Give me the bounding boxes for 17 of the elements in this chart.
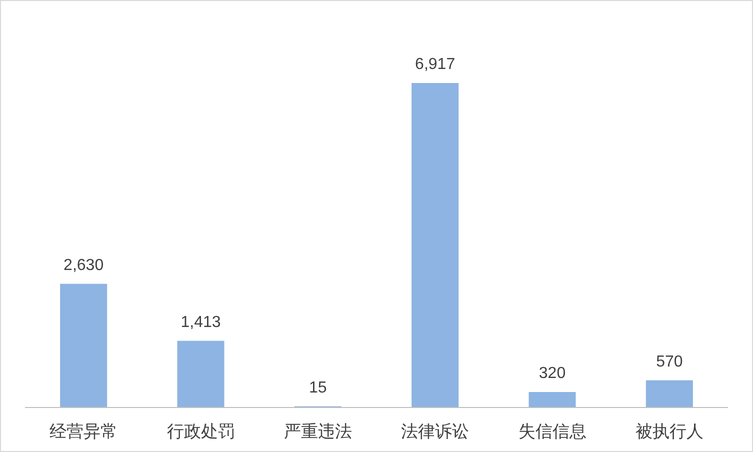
- data-label: 2,630: [64, 256, 104, 274]
- bar: [528, 392, 576, 407]
- bar: [646, 380, 693, 407]
- bar: [177, 340, 224, 407]
- bar: [60, 284, 108, 407]
- x-tick-label: 行政处罚: [166, 422, 235, 441]
- data-label: 15: [309, 379, 327, 396]
- x-tick-label: 法律诉讼: [401, 422, 470, 441]
- x-tick-label: 被执行人: [635, 422, 704, 441]
- x-tick-label: 失信信息: [518, 422, 586, 441]
- data-label: 320: [538, 365, 566, 382]
- data-label: 6,917: [415, 56, 456, 73]
- bar: [412, 83, 459, 407]
- x-tick-label: 经营异常: [50, 422, 118, 441]
- x-tick-label: 严重违法: [284, 422, 352, 441]
- data-label: 570: [656, 353, 683, 370]
- data-label: 1,413: [180, 314, 221, 331]
